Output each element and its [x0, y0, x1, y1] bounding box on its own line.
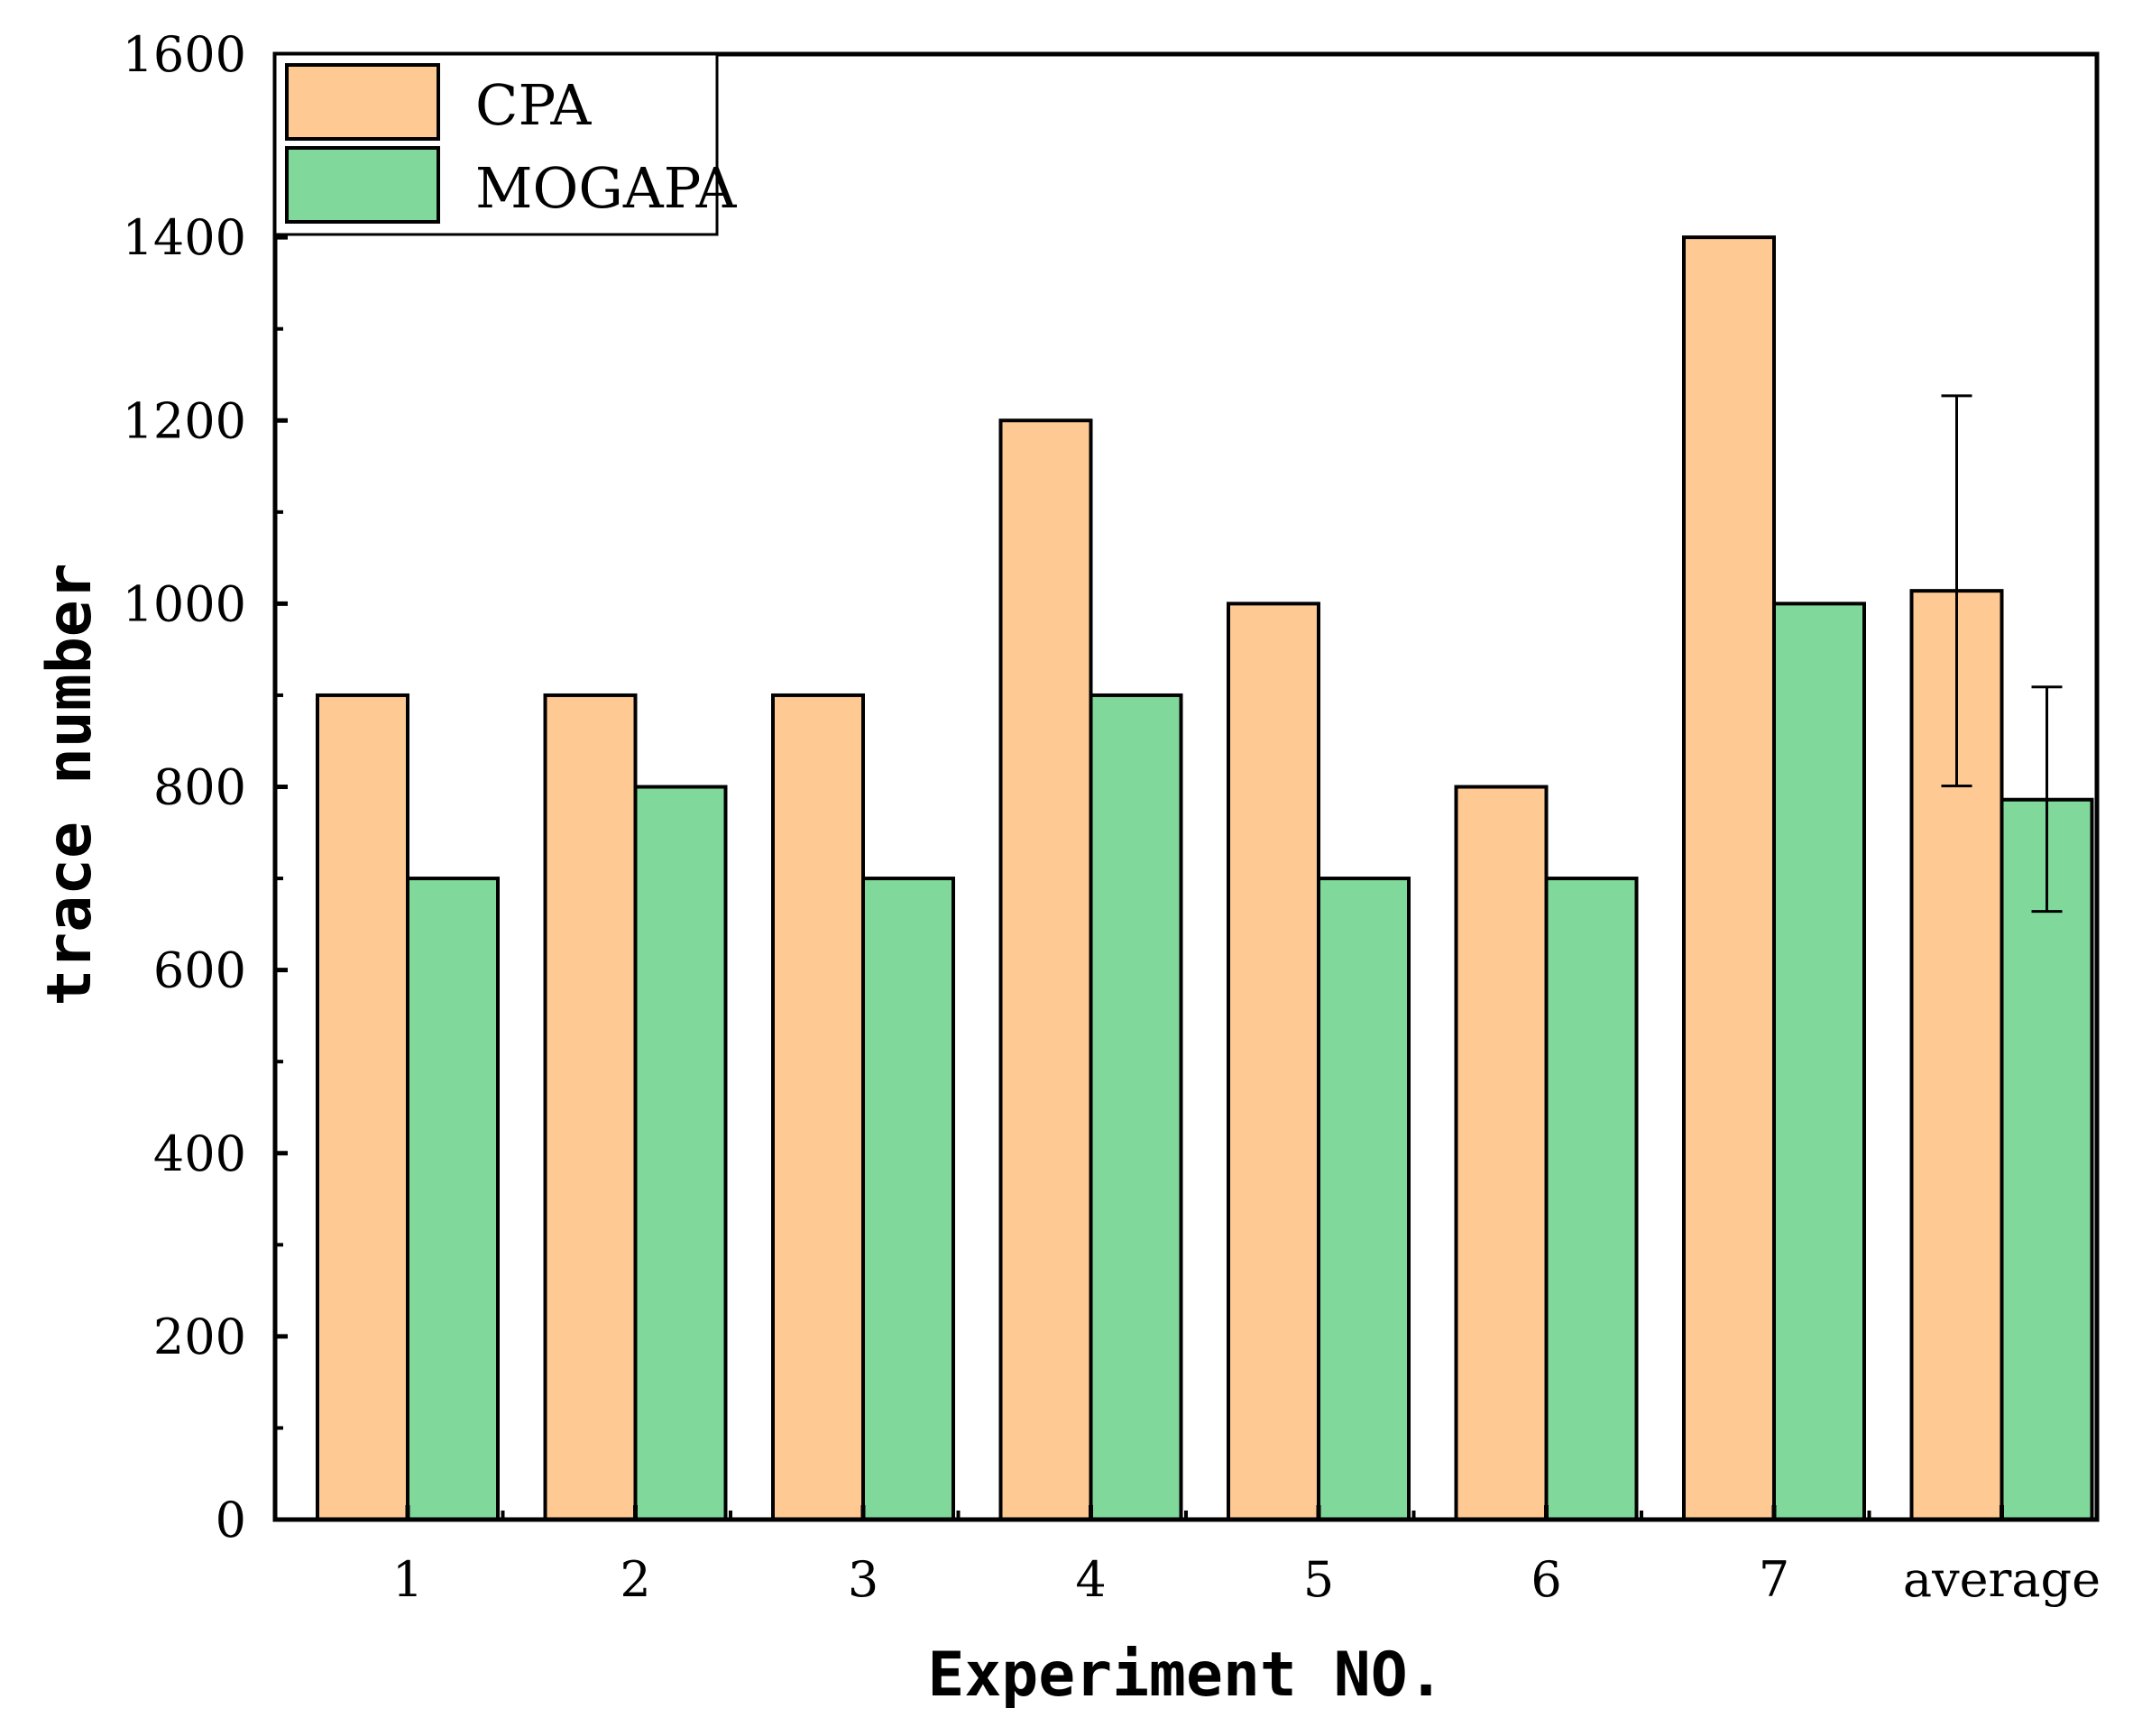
bar-cpa-7: [1682, 235, 1776, 1521]
x-tick-label-1: 1: [392, 1551, 423, 1608]
bar-mogapa-4: [1089, 693, 1183, 1521]
x-axis-title: Experiment NO.: [927, 1640, 1444, 1711]
y-tick-label: 200: [153, 1309, 246, 1365]
y-axis: 0 200 400 600 800 1000 1200 1400 1600: [123, 26, 288, 1548]
x-tick-label-3: 3: [848, 1551, 878, 1608]
bar-mogapa-7: [1772, 602, 1866, 1521]
bar-mogapa-2: [633, 785, 728, 1521]
legend-label-cpa: CPA: [475, 72, 592, 138]
legend-swatch-cpa: [285, 63, 440, 141]
legend-swatch-mogapa: [285, 146, 440, 224]
x-tick-label-average: average: [1903, 1551, 2101, 1608]
bar-mogapa-5: [1317, 877, 1411, 1521]
x-tick-label-5: 5: [1303, 1551, 1334, 1608]
y-tick-label: 1600: [123, 26, 246, 83]
bar-cpa-3: [771, 693, 865, 1521]
x-tick-label-6: 6: [1531, 1551, 1561, 1608]
y-tick-label: 0: [216, 1492, 246, 1548]
bar-cpa-6: [1454, 785, 1549, 1521]
x-tick-label-7: 7: [1759, 1551, 1789, 1608]
bar-cpa-1: [316, 693, 409, 1521]
legend: CPA MOGAPA: [273, 52, 738, 236]
y-tick-label: 800: [153, 759, 246, 816]
x-axis: 1 2 3 4 5 6 7 average: [273, 1505, 2101, 1608]
bar-mogapa-6: [1544, 877, 1639, 1521]
bar-cpa-2: [543, 693, 638, 1521]
bar-cpa-5: [1227, 602, 1320, 1521]
legend-label-mogapa: MOGAPA: [475, 155, 738, 221]
y-tick-label: 1000: [123, 575, 246, 632]
x-tick-label-4: 4: [1075, 1551, 1106, 1608]
bar-mogapa-1: [406, 877, 500, 1521]
y-tick-label: 600: [153, 942, 246, 999]
y-tick-label: 1400: [123, 209, 246, 266]
y-tick-label: 400: [153, 1125, 246, 1182]
error-bars-layer: [1941, 394, 2063, 914]
x-tick-label-2: 2: [620, 1551, 650, 1608]
bar-mogapa-average: [2000, 797, 2094, 1521]
bar-cpa-4: [998, 418, 1093, 1521]
y-axis-title: trace number: [34, 563, 106, 1006]
bar-mogapa-3: [861, 877, 955, 1521]
y-tick-label: 1200: [123, 392, 246, 449]
bars-layer: [316, 235, 2094, 1521]
